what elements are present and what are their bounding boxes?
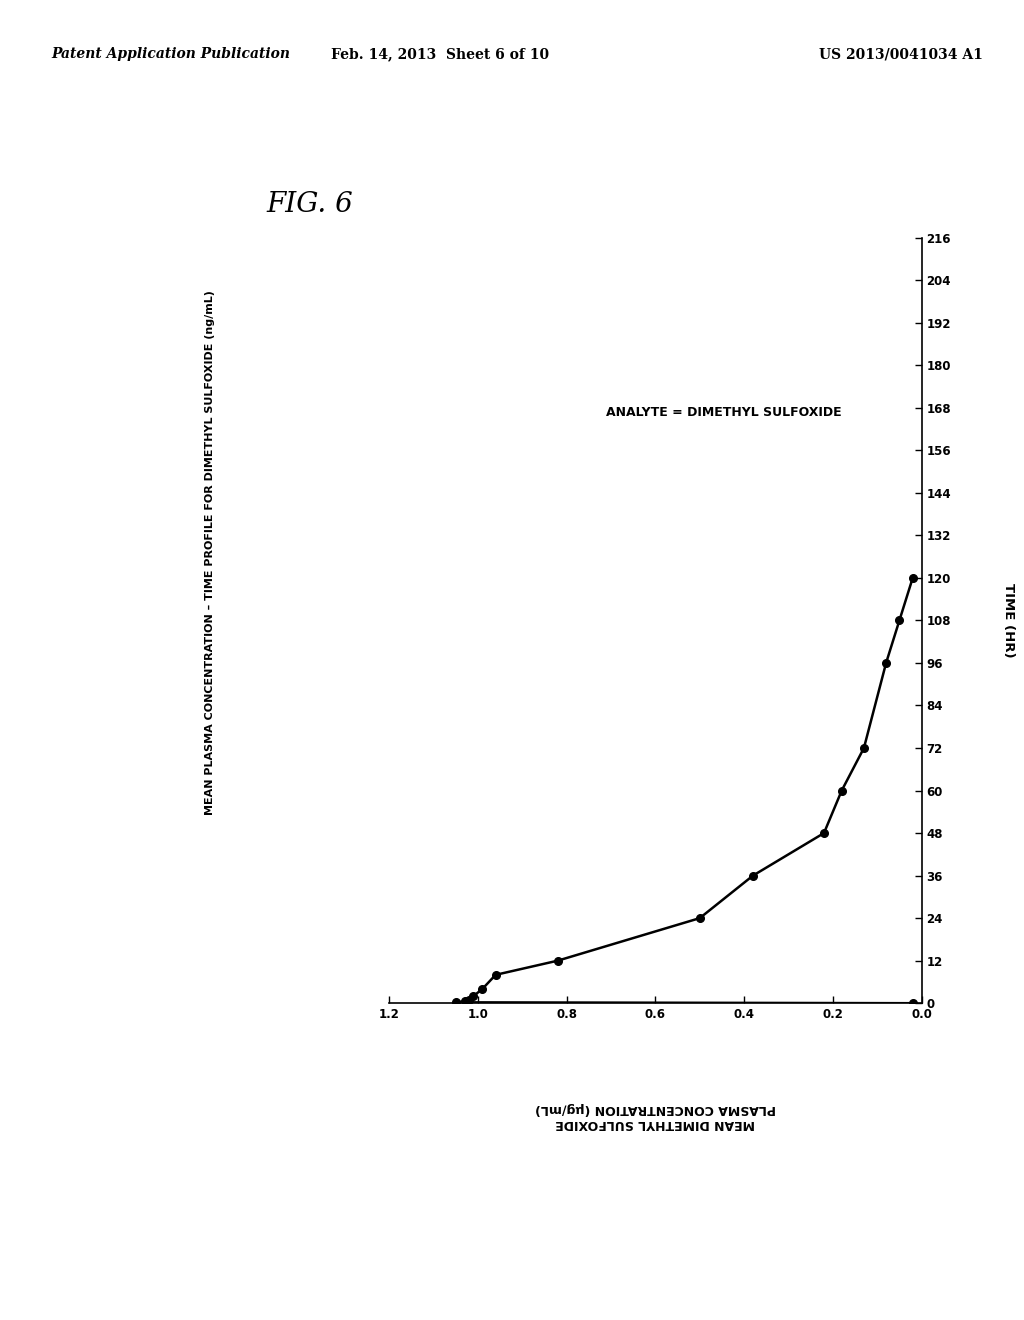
Text: ANALYTE = DIMETHYL SULFOXIDE: ANALYTE = DIMETHYL SULFOXIDE xyxy=(606,407,842,418)
Text: US 2013/0041034 A1: US 2013/0041034 A1 xyxy=(819,48,983,61)
Text: TIME (HR): TIME (HR) xyxy=(1002,583,1015,657)
Text: Patent Application Publication: Patent Application Publication xyxy=(51,48,290,61)
Text: MEAN DIMETHYL SULFOXIDE
PLASMA CONCENTRATION (μg/mL): MEAN DIMETHYL SULFOXIDE PLASMA CONCENTRA… xyxy=(535,1102,776,1130)
Text: MEAN PLASMA CONCENTRATION – TIME PROFILE FOR DIMETHYL SULFOXIDE (ng/mL): MEAN PLASMA CONCENTRATION – TIME PROFILE… xyxy=(205,290,215,816)
Text: Feb. 14, 2013  Sheet 6 of 10: Feb. 14, 2013 Sheet 6 of 10 xyxy=(331,48,550,61)
Text: FIG. 6: FIG. 6 xyxy=(266,191,353,218)
